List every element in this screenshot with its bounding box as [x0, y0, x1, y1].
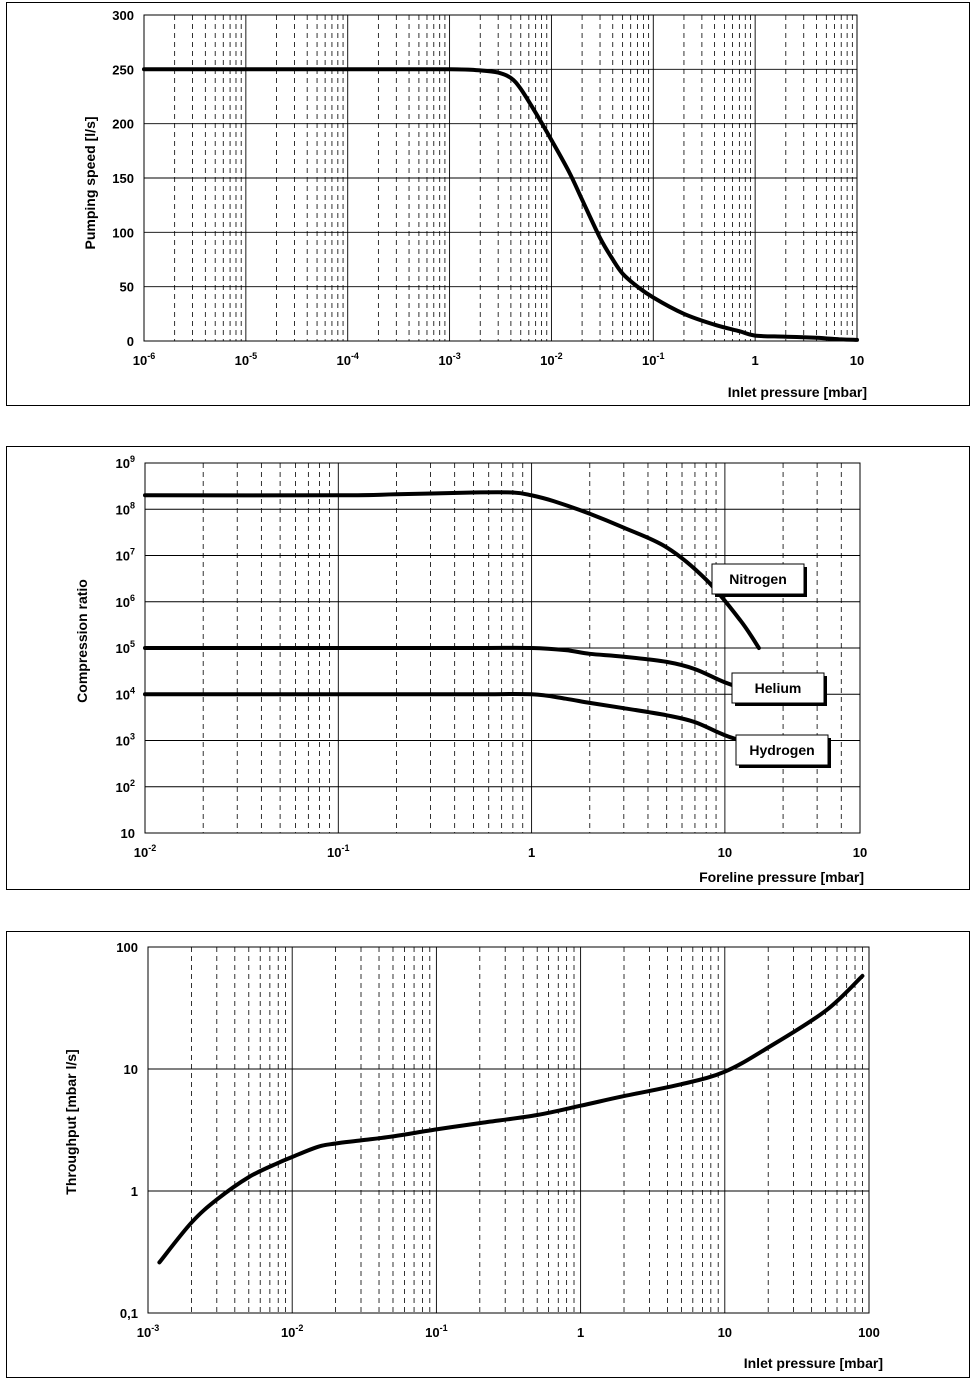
y-tick-label: 0,1: [120, 1306, 138, 1321]
x-tick-label: 10-5: [235, 351, 257, 368]
svg-text:Nitrogen: Nitrogen: [729, 571, 787, 587]
y-tick-label: 250: [112, 62, 134, 77]
x-tick-label: 10-2: [281, 1323, 303, 1340]
x-tick-label: 10-2: [134, 843, 156, 860]
y-tick-label: 104: [116, 685, 135, 702]
x-tick-label: 10-3: [438, 351, 460, 368]
y-tick-label: 0: [127, 334, 134, 349]
y-tick-label: 108: [116, 500, 135, 517]
y-tick-label: 109: [116, 454, 135, 471]
x-tick-label: 10-1: [425, 1323, 447, 1340]
pumping-speed-chart: 10-6 10-5 10-4 10-3 10-2 10-1 1 10 0 50 100 150 200…: [82, 8, 867, 400]
x-axis-label: Inlet pressure [mbar]: [728, 384, 867, 400]
x-tick-label: 1: [752, 353, 759, 368]
y-tick-label: 107: [116, 547, 135, 564]
series-line-nitrogen: [143, 490, 761, 650]
svg-text:Helium: Helium: [755, 680, 802, 696]
y-tick-label: 200: [112, 117, 134, 132]
y-tick-label: 105: [116, 639, 135, 656]
y-tick-label: 150: [112, 171, 134, 186]
plot-frame: [143, 14, 858, 342]
y-tick-label: 102: [116, 778, 135, 795]
grid: [143, 14, 858, 342]
x-tick-label: 10-1: [327, 843, 349, 860]
y-tick-labels: 10 102 103 104 105 106 107 108 109: [116, 454, 135, 841]
plot-frame: [147, 946, 870, 1314]
y-axis-label: Compression ratio: [74, 579, 90, 703]
throughput-chart-panel: 10-3 10-2 10-1 1 10 100 0,1 1 10 100 Inlet press…: [6, 931, 970, 1378]
x-tick-label: 1: [577, 1325, 584, 1340]
throughput-chart: 10-3 10-2 10-1 1 10 100 0,1 1 10 100 Inlet press…: [63, 940, 883, 1371]
y-axis-label: Pumping speed [l/s]: [82, 116, 98, 249]
x-tick-label: 10: [850, 353, 864, 368]
x-tick-label: 10: [853, 845, 867, 860]
x-tick-labels: 10-3 10-2 10-1 1 10 100: [137, 1323, 880, 1340]
x-tick-labels: 10-2 10-1 1 10 10: [134, 843, 867, 860]
label-nitrogen: Nitrogen: [711, 563, 807, 597]
y-axis-label: Throughput [mbar l/s]: [63, 1049, 79, 1194]
y-tick-label: 1: [131, 1184, 138, 1199]
x-tick-label: 10: [718, 1325, 732, 1340]
svg-text:Hydrogen: Hydrogen: [749, 742, 814, 758]
y-tick-label: 100: [112, 225, 134, 240]
x-tick-label: 1: [528, 845, 535, 860]
x-axis-label: Inlet pressure [mbar]: [744, 1355, 883, 1371]
y-tick-labels: 0 50 100 150 200 250 300: [112, 8, 134, 349]
compression-ratio-chart-panel: 10-2 10-1 1 10 10 10 102 103 104 105 106 107 108 109…: [6, 446, 970, 890]
y-tick-label: 100: [116, 940, 138, 955]
y-tick-label: 103: [116, 732, 135, 749]
grid: [147, 946, 870, 1314]
x-tick-label: 100: [858, 1325, 880, 1340]
label-helium: Helium: [731, 672, 827, 706]
series-line-helium: [143, 645, 761, 697]
compression-ratio-chart: 10-2 10-1 1 10 10 10 102 103 104 105 106 107 108 109…: [74, 454, 867, 885]
y-tick-label: 50: [120, 280, 134, 295]
x-tick-labels: 10-6 10-5 10-4 10-3 10-2 10-1 1 10: [133, 351, 864, 368]
series-line-hydrogen: [143, 691, 761, 749]
series-line-pumping-speed: [142, 67, 859, 342]
x-tick-label: 10-6: [133, 351, 155, 368]
x-tick-label: 10-4: [336, 351, 358, 368]
label-hydrogen: Hydrogen: [735, 734, 831, 768]
x-axis-label: Foreline pressure [mbar]: [699, 869, 864, 885]
y-tick-label: 300: [112, 8, 134, 23]
pumping-speed-chart-panel: 10-6 10-5 10-4 10-3 10-2 10-1 1 10 0 50 100 150 200…: [6, 2, 970, 406]
y-tick-label: 10: [124, 1062, 138, 1077]
x-tick-label: 10-1: [642, 351, 664, 368]
curves: [143, 490, 761, 749]
x-tick-label: 10-3: [137, 1323, 159, 1340]
curves: [157, 973, 865, 1265]
series-line-throughput: [157, 973, 865, 1265]
x-tick-label: 10: [718, 845, 732, 860]
y-tick-labels: 0,1 1 10 100: [116, 940, 138, 1321]
x-tick-label: 10-2: [540, 351, 562, 368]
y-tick-label: 10: [121, 826, 135, 841]
curves: [142, 67, 859, 342]
y-tick-label: 106: [116, 593, 135, 610]
